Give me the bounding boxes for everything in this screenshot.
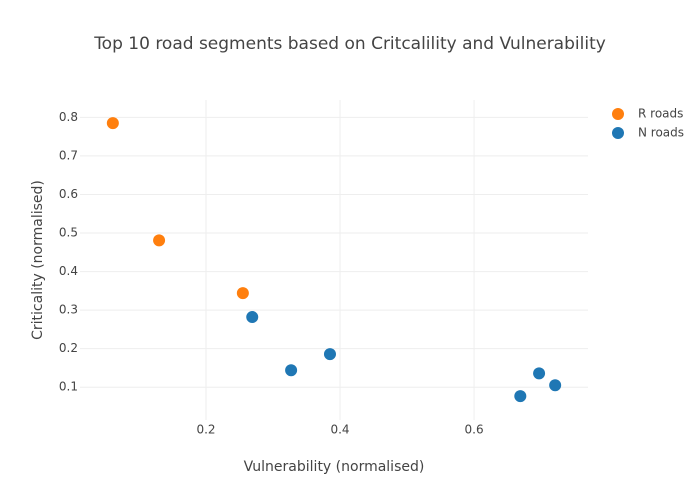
- y-tick-label: 0.8: [59, 110, 78, 124]
- legend-marker: [612, 108, 624, 120]
- point: [236, 287, 249, 300]
- point: [285, 364, 298, 377]
- x-tick-label: 0.4: [330, 423, 349, 437]
- y-tick-label: 0.3: [59, 303, 78, 317]
- legend-label: R roads: [638, 107, 683, 121]
- y-tick-label: 0.7: [59, 148, 78, 162]
- y-tick-label: 0.5: [59, 226, 78, 240]
- y-tick-label: 0.2: [59, 341, 78, 355]
- point: [549, 379, 562, 392]
- y-axis-title: Criticality (normalised): [30, 180, 46, 340]
- point: [533, 367, 546, 380]
- y-tick-label: 0.1: [59, 380, 78, 394]
- point: [323, 348, 336, 361]
- chart-title: Top 10 road segments based on Critcalili…: [93, 34, 606, 54]
- y-tick-label: 0.6: [59, 187, 78, 201]
- point: [106, 117, 119, 130]
- y-tick-label: 0.4: [59, 264, 78, 278]
- x-axis-title: Vulnerability (normalised): [244, 459, 425, 475]
- legend-label: N roads: [638, 126, 684, 140]
- point: [246, 311, 259, 324]
- x-tick-label: 0.6: [465, 423, 484, 437]
- x-tick-label: 0.2: [196, 423, 215, 437]
- legend-marker: [612, 127, 624, 139]
- point: [514, 390, 527, 403]
- point: [153, 234, 166, 247]
